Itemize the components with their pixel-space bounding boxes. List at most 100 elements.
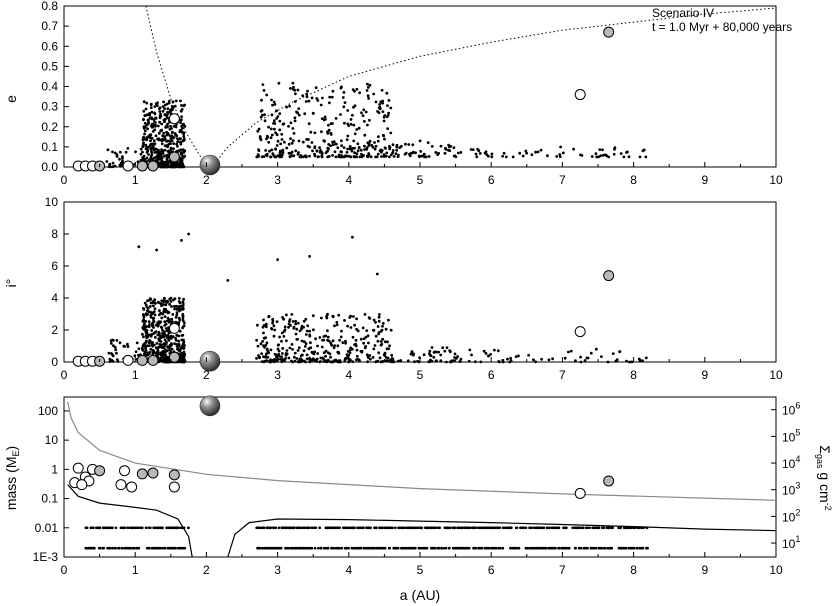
y2-tick-label: 101 — [782, 534, 800, 551]
small-body-point — [150, 150, 154, 154]
embryo-marker-open — [168, 113, 180, 125]
small-body-point — [270, 98, 273, 102]
small-body-point — [533, 546, 536, 550]
small-body-point — [158, 163, 162, 167]
small-body-point — [374, 144, 378, 148]
small-body-point — [580, 154, 584, 157]
small-body-point — [144, 526, 148, 530]
small-body-point — [285, 349, 289, 352]
small-body-point — [277, 526, 281, 530]
x-tick-label: 8 — [630, 368, 637, 382]
small-body-point — [539, 148, 543, 152]
small-body-point — [154, 123, 157, 127]
small-body-point — [592, 546, 596, 550]
small-body-point — [255, 357, 258, 360]
small-body-point — [359, 546, 363, 550]
small-body-point — [266, 546, 269, 550]
y2-tick-label: 102 — [782, 507, 800, 524]
small-body-point — [546, 154, 549, 158]
small-body-point — [260, 352, 263, 355]
small-body-point — [448, 526, 452, 530]
small-body-point — [168, 127, 172, 131]
small-body-point — [558, 153, 562, 156]
small-body-point — [166, 125, 169, 129]
small-body-point — [114, 526, 118, 530]
small-body-point — [281, 148, 285, 152]
small-body-point — [445, 360, 448, 364]
small-body-point — [282, 359, 285, 362]
small-body-point — [604, 153, 607, 157]
small-body-point — [85, 526, 89, 530]
small-body-point — [333, 150, 337, 154]
small-body-point — [427, 155, 431, 158]
small-body-point — [540, 357, 543, 361]
small-body-point — [578, 526, 581, 530]
small-body-point — [476, 147, 479, 151]
small-body-point — [385, 151, 389, 155]
small-body-point — [539, 546, 543, 550]
small-body-point — [506, 357, 509, 361]
small-body-point — [309, 130, 313, 134]
small-body-point — [349, 326, 353, 329]
small-body-point — [264, 325, 268, 329]
y-tick-label: 0.8 — [41, 0, 58, 13]
small-body-point — [645, 546, 649, 550]
small-body-point — [257, 149, 261, 153]
mass-large-bodies — [69, 395, 615, 499]
small-body-point — [160, 299, 164, 303]
small-body-point — [311, 314, 315, 318]
small-body-point — [449, 360, 453, 364]
small-body-point — [302, 340, 306, 344]
small-body-point — [294, 319, 297, 323]
small-body-point — [143, 157, 146, 161]
small-body-point — [428, 526, 432, 530]
small-body-point — [330, 95, 334, 99]
small-body-point — [118, 157, 121, 161]
small-body-point — [262, 318, 265, 322]
small-body-point — [424, 155, 428, 159]
small-body-point — [410, 350, 414, 353]
small-body-point — [383, 526, 387, 530]
small-body-point — [124, 546, 128, 550]
y-tick-label: 4 — [51, 291, 58, 305]
small-body-point — [152, 320, 156, 324]
small-body-point — [630, 546, 634, 550]
small-body-point — [379, 100, 383, 104]
small-body-point — [442, 546, 446, 550]
small-body-point — [179, 137, 182, 141]
small-body-point — [339, 86, 343, 90]
small-body-point — [169, 109, 173, 113]
small-body-point — [345, 150, 349, 154]
small-body-point — [145, 344, 149, 348]
small-body-point — [424, 526, 428, 530]
small-body-point — [377, 351, 381, 355]
small-body-point — [413, 360, 416, 364]
small-body-point — [437, 151, 440, 155]
small-body-point — [149, 310, 152, 314]
small-body-point — [340, 546, 343, 550]
small-body-point — [342, 146, 346, 150]
small-body-point — [492, 526, 496, 530]
eccentricity-axis-label: e — [3, 95, 19, 103]
small-body-point — [645, 526, 649, 530]
small-body-point — [458, 546, 462, 550]
small-body-point — [270, 148, 274, 152]
small-body-point — [156, 124, 160, 128]
small-body-point — [301, 94, 305, 97]
small-body-point — [432, 351, 436, 354]
small-body-point — [126, 147, 130, 150]
eccentricity-panel: 0.0 0.1 0.2 0.3 0.4 0.5 0.6 0.7 0.8 0 1 2 3 4 5 6 7 8 9 10… — [3, 0, 792, 187]
small-body-point — [300, 155, 303, 159]
small-body-point — [525, 151, 528, 155]
small-body-point — [632, 546, 636, 550]
small-body-point — [181, 304, 185, 307]
small-body-point — [303, 112, 307, 116]
small-body-point — [439, 359, 443, 363]
small-body-point — [134, 150, 137, 154]
gas-density-curve — [67, 401, 777, 501]
small-body-point — [262, 324, 266, 327]
small-body-point — [263, 345, 266, 349]
small-body-point — [109, 526, 112, 530]
small-body-point — [320, 117, 324, 120]
